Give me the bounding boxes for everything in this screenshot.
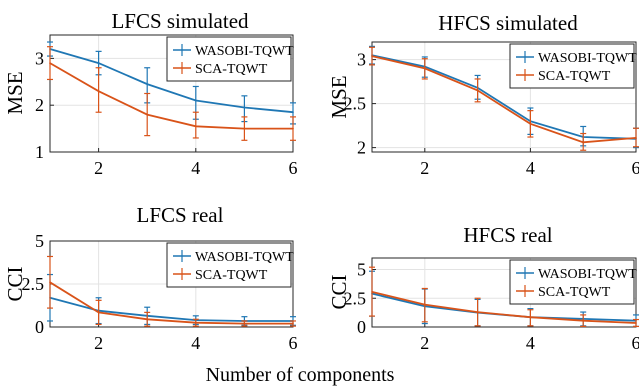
y-tick-label: 3	[35, 48, 44, 68]
series-line	[49, 62, 293, 130]
x-tick-label: 4	[191, 333, 200, 353]
y-tick-label: 0	[357, 317, 366, 337]
axes-frame	[371, 41, 637, 153]
y-tick-label: 3	[357, 50, 366, 70]
x-tick-label: 4	[526, 158, 535, 178]
y-axis-label: MSE	[3, 71, 27, 114]
chart-title: LFCS real	[137, 203, 224, 227]
x-tick-label: 6	[632, 333, 639, 353]
data-point	[635, 137, 637, 139]
chart-title: LFCS simulated	[111, 9, 249, 33]
data-point	[476, 311, 479, 313]
legend: WASOBI-TQWT SCA-TQWT	[509, 259, 637, 305]
y-tick-label: 2.5	[344, 288, 367, 308]
y-tick-label: 1	[35, 142, 44, 162]
legend: WASOBI-TQWT SCA-TQWT	[509, 43, 637, 89]
x-tick-label: 6	[632, 158, 639, 178]
series-line	[371, 291, 637, 324]
chart-title: HFCS real	[463, 223, 552, 247]
shared-x-axis-label: Number of components	[206, 364, 395, 386]
data-point	[635, 322, 637, 324]
y-tick-label: 2	[35, 95, 44, 115]
data-point	[292, 127, 294, 130]
axes-frame	[49, 34, 294, 153]
y-tick-label: 2	[357, 138, 366, 158]
data-point	[582, 319, 584, 322]
data-point	[292, 322, 294, 325]
data-point	[371, 55, 373, 57]
data-point	[97, 90, 100, 92]
legend-label: WASOBI-TQWT	[538, 51, 637, 66]
legend-box	[509, 259, 635, 305]
x-tick-label: 2	[94, 158, 103, 178]
data-point	[195, 99, 197, 102]
data-point	[529, 123, 532, 125]
data-point	[476, 89, 479, 92]
legend-label: SCA-TQWT	[195, 62, 268, 77]
series-line	[371, 55, 637, 144]
legend-label: SCA-TQWT	[538, 69, 611, 84]
y-tick-label: 5	[357, 260, 366, 280]
chart-panel-1: 2 4 6 1 2 3 LFCS simulated MSE WASOBI-TQWT SCA-TQ…	[3, 9, 298, 178]
data-point	[424, 67, 426, 70]
x-tick-label: 4	[526, 333, 535, 353]
chart-panel-4: 2 4 6 0 2.5 5 HFCS real CCI WASOBI-TQWT SCA-TQWT	[327, 223, 639, 353]
series-line	[49, 296, 293, 322]
data-point	[97, 62, 100, 64]
legend: WASOBI-TQWT SCA-TQWT	[166, 242, 294, 288]
x-tick-label: 2	[94, 333, 103, 353]
y-axis-label: CCI	[3, 266, 27, 301]
series-sca-tqwt	[47, 46, 296, 141]
series-line	[49, 281, 293, 325]
x-tick-label: 2	[420, 333, 429, 353]
series-sca-tqwt	[47, 255, 296, 327]
series-sca-tqwt	[369, 266, 639, 328]
legend-label: WASOBI-TQWT	[538, 267, 637, 282]
data-point	[371, 291, 373, 293]
y-axis-label: CCI	[327, 274, 351, 309]
x-tick-label: 4	[191, 158, 200, 178]
y-tick-label: 0	[35, 317, 44, 337]
data-point	[49, 281, 51, 284]
data-point	[292, 111, 294, 114]
data-point	[97, 311, 100, 314]
data-point	[195, 321, 197, 324]
legend-label: WASOBI-TQWT	[195, 44, 294, 59]
chart-panel-2: 2 4 6 2 2.5 3 HFCS simulated MSE WASOBI-TQWT SCA-…	[327, 11, 639, 178]
data-point	[195, 125, 197, 128]
data-point	[582, 141, 584, 144]
series-line	[49, 48, 294, 114]
legend-box	[166, 36, 292, 82]
y-tick-label: 2.5	[344, 94, 367, 114]
y-tick-label: 2.5	[22, 274, 45, 294]
data-point	[146, 318, 148, 321]
x-tick-label: 6	[289, 333, 298, 353]
legend-box	[166, 242, 292, 288]
data-point	[243, 322, 246, 325]
data-point	[146, 83, 148, 85]
series-line	[371, 54, 637, 140]
chart-title: HFCS simulated	[438, 11, 578, 35]
data-point	[146, 113, 148, 116]
data-point	[424, 303, 426, 306]
y-tick-label: 5	[35, 231, 44, 251]
legend: WASOBI-TQWT SCA-TQWT	[166, 36, 294, 82]
x-tick-label: 6	[289, 158, 298, 178]
data-point	[49, 62, 51, 64]
data-point	[243, 127, 246, 130]
legend-box	[509, 43, 635, 89]
chart-panel-3: 2 4 6 0 2.5 5 LFCS real CCI WASOBI-TQWT SCA-TQWT	[3, 203, 298, 353]
legend-label: SCA-TQWT	[538, 285, 611, 300]
data-point	[243, 106, 246, 109]
y-axis-label: MSE	[327, 75, 351, 118]
series-sca-tqwt	[369, 46, 639, 151]
legend-label: SCA-TQWT	[195, 268, 268, 283]
x-tick-label: 2	[420, 158, 429, 178]
legend-label: WASOBI-TQWT	[195, 250, 294, 265]
data-point	[529, 316, 532, 319]
